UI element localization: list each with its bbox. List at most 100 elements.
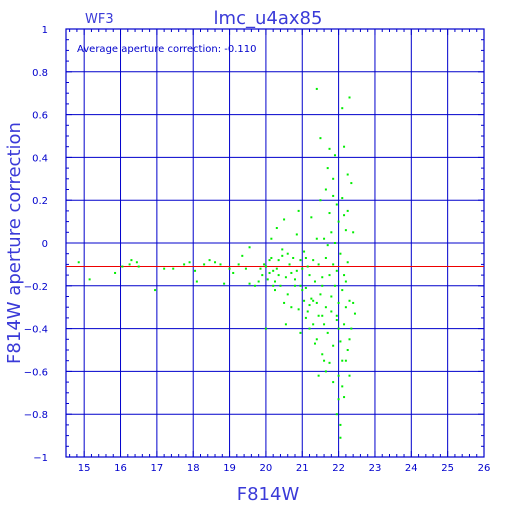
data-point (194, 269, 197, 272)
data-point (332, 263, 335, 266)
x-axis-label: F814W (237, 484, 300, 505)
data-point (301, 267, 304, 270)
y-tick-label: −0.4 (24, 325, 48, 336)
data-point (292, 256, 295, 259)
data-point (295, 233, 298, 236)
data-point (343, 145, 346, 148)
data-point (290, 271, 293, 274)
data-point (319, 293, 322, 296)
data-point (332, 194, 335, 197)
data-point (261, 274, 264, 277)
data-point (335, 413, 338, 416)
data-point (308, 304, 311, 307)
data-point (343, 274, 346, 277)
data-point (328, 147, 331, 150)
y-tick-label: 0.4 (32, 153, 48, 164)
data-point (321, 276, 324, 279)
data-point (341, 385, 344, 388)
data-point (308, 274, 311, 277)
data-point (277, 274, 280, 277)
data-point (333, 154, 336, 157)
data-point (228, 267, 231, 270)
data-point (286, 252, 289, 255)
corner-label: WF3 (85, 12, 114, 27)
data-point (353, 312, 356, 315)
data-point (321, 353, 324, 356)
x-tick-label: 15 (78, 463, 91, 474)
y-tick-label: −0.6 (24, 367, 48, 378)
data-point (288, 263, 291, 266)
data-point (341, 359, 344, 362)
data-point (326, 244, 329, 247)
data-point (88, 278, 91, 281)
data-point (323, 359, 326, 362)
data-point (344, 229, 347, 232)
data-point (310, 216, 313, 219)
data-point (286, 293, 289, 296)
data-point (337, 398, 340, 401)
data-point (324, 256, 327, 259)
data-point (299, 284, 302, 287)
x-tick-label: 26 (478, 463, 491, 474)
data-point (214, 261, 217, 264)
data-point (270, 237, 273, 240)
data-point (335, 203, 338, 206)
data-point (324, 370, 327, 373)
data-point (208, 259, 211, 262)
data-point (344, 359, 347, 362)
data-point (337, 220, 340, 223)
data-point (324, 188, 327, 191)
data-point (332, 381, 335, 384)
data-point (297, 209, 300, 212)
data-point (254, 284, 257, 287)
data-point (335, 319, 338, 322)
data-point (317, 263, 320, 266)
data-point (323, 323, 326, 326)
y-tick-label: 0.6 (32, 111, 48, 122)
data-point (344, 280, 347, 283)
data-point (341, 107, 344, 110)
data-point (114, 271, 117, 274)
y-tick-label: 0.2 (32, 196, 48, 207)
data-point (264, 327, 267, 330)
data-point (259, 267, 262, 270)
data-point (232, 271, 235, 274)
y-tick-label: 0 (42, 239, 48, 250)
data-point (313, 342, 316, 345)
data-point (348, 338, 351, 341)
axis-ticks (66, 28, 485, 458)
data-point (284, 276, 287, 279)
x-tick-label: 18 (187, 463, 200, 474)
data-point (346, 173, 349, 176)
data-point (299, 259, 302, 262)
data-point (266, 278, 269, 281)
data-point (257, 280, 260, 283)
data-point (272, 269, 275, 272)
data-point (348, 96, 351, 99)
data-point (281, 254, 284, 257)
data-point (333, 284, 336, 287)
data-point (324, 306, 327, 309)
data-point (330, 231, 333, 234)
data-point (332, 177, 335, 180)
data-point (350, 182, 353, 185)
x-tick-labels: 15 16 17 18 19 20 21 22 23 24 25 26 (78, 463, 491, 474)
data-point (341, 197, 344, 200)
data-point (77, 261, 80, 264)
data-point (304, 286, 307, 289)
data-point (337, 301, 340, 304)
data-point (301, 289, 304, 292)
data-point (335, 314, 338, 317)
data-point (317, 314, 320, 317)
data-point (272, 284, 275, 287)
data-point (274, 289, 276, 292)
data-point (321, 284, 324, 287)
data-point (330, 310, 333, 313)
data-point (344, 306, 347, 309)
data-point (339, 340, 342, 343)
x-tick-label: 25 (441, 463, 454, 474)
data-point (312, 259, 315, 262)
data-point (315, 237, 318, 240)
data-point (346, 209, 349, 212)
